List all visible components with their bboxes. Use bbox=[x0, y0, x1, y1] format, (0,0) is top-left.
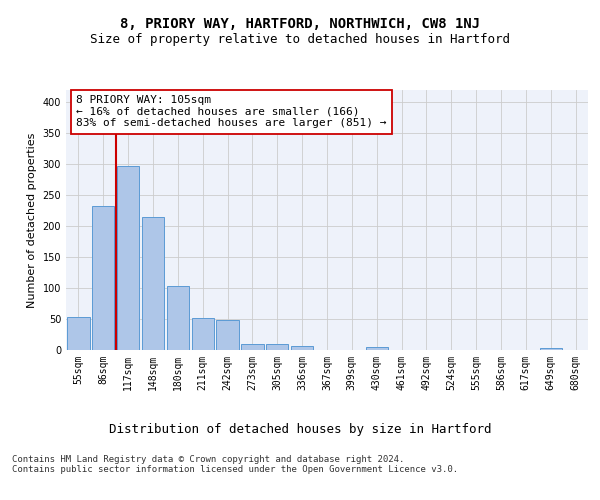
Bar bbox=[167, 286, 189, 350]
Bar bbox=[142, 217, 164, 350]
Text: 8, PRIORY WAY, HARTFORD, NORTHWICH, CW8 1NJ: 8, PRIORY WAY, HARTFORD, NORTHWICH, CW8 … bbox=[120, 18, 480, 32]
Bar bbox=[266, 344, 289, 350]
Text: 8 PRIORY WAY: 105sqm
← 16% of detached houses are smaller (166)
83% of semi-deta: 8 PRIORY WAY: 105sqm ← 16% of detached h… bbox=[76, 95, 387, 128]
Bar bbox=[191, 318, 214, 350]
Bar bbox=[67, 317, 89, 350]
Text: Size of property relative to detached houses in Hartford: Size of property relative to detached ho… bbox=[90, 32, 510, 46]
Bar bbox=[291, 346, 313, 350]
Bar bbox=[217, 320, 239, 350]
Y-axis label: Number of detached properties: Number of detached properties bbox=[27, 132, 37, 308]
Bar bbox=[365, 347, 388, 350]
Bar bbox=[241, 344, 263, 350]
Bar bbox=[92, 206, 115, 350]
Text: Contains HM Land Registry data © Crown copyright and database right 2024.
Contai: Contains HM Land Registry data © Crown c… bbox=[12, 455, 458, 474]
Bar bbox=[117, 166, 139, 350]
Text: Distribution of detached houses by size in Hartford: Distribution of detached houses by size … bbox=[109, 422, 491, 436]
Bar bbox=[539, 348, 562, 350]
